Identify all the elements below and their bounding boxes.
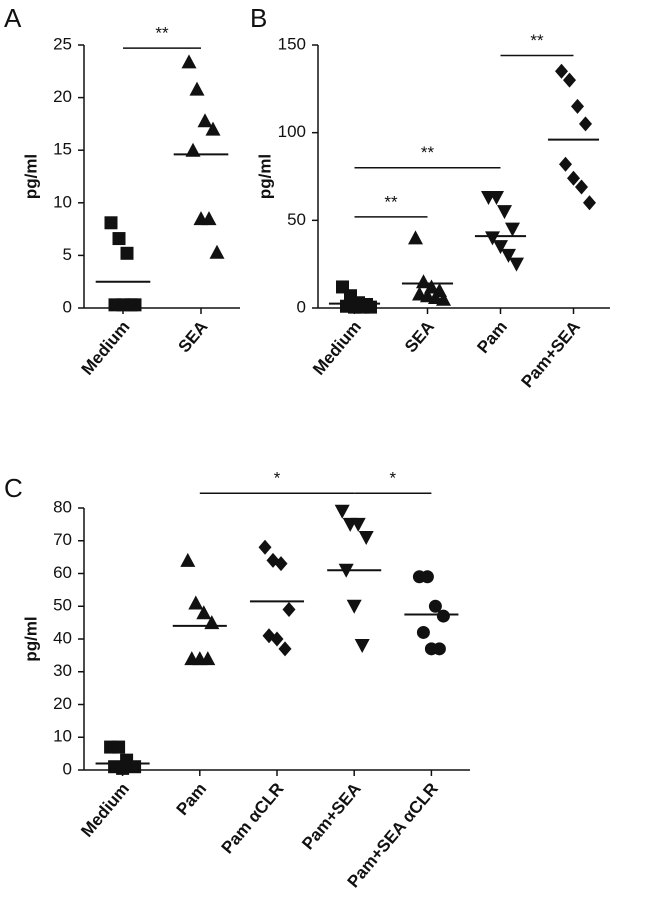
y-tick-label: 70	[53, 530, 72, 549]
data-point	[116, 761, 130, 775]
data-point	[258, 539, 272, 555]
data-point	[489, 191, 504, 206]
data-point	[334, 504, 350, 519]
y-tick-label: 15	[53, 140, 72, 159]
x-tick-label: Pam+SEA	[518, 317, 584, 391]
data-point	[571, 98, 584, 114]
panel-label: B	[250, 3, 267, 33]
data-point	[104, 216, 118, 230]
data-point	[270, 631, 284, 647]
y-axis-label: pg/ml	[255, 154, 274, 199]
significance-label: *	[274, 469, 281, 488]
data-point	[436, 609, 450, 623]
data-point	[181, 54, 197, 69]
data-point	[197, 113, 213, 128]
data-point	[189, 81, 205, 96]
panel-label: C	[4, 473, 23, 503]
data-point	[364, 300, 377, 314]
data-point	[358, 530, 374, 545]
y-tick-label: 10	[53, 727, 72, 746]
x-tick-label: Medium	[78, 317, 134, 378]
y-axis-label: pg/ml	[21, 154, 40, 199]
data-point	[350, 517, 366, 532]
data-point	[201, 211, 217, 226]
y-tick-label: 50	[287, 210, 306, 229]
y-tick-label: 80	[53, 497, 72, 516]
y-tick-label: 60	[53, 563, 72, 582]
data-point	[354, 639, 370, 654]
data-point	[416, 274, 431, 289]
data-point	[428, 599, 442, 613]
data-point	[282, 602, 296, 618]
data-point	[497, 205, 512, 220]
data-point	[493, 240, 508, 255]
data-point	[209, 244, 225, 259]
y-tick-label: 0	[297, 297, 306, 316]
data-point	[205, 121, 221, 136]
data-point	[274, 556, 288, 572]
data-point	[128, 760, 142, 774]
y-tick-label: 10	[53, 192, 72, 211]
y-tick-label: 5	[63, 245, 72, 264]
data-point	[579, 116, 592, 132]
data-point	[583, 195, 596, 211]
y-tick-label: 0	[63, 297, 72, 316]
data-point	[120, 246, 134, 260]
significance-label: **	[384, 192, 398, 211]
data-point	[278, 641, 292, 657]
data-point	[505, 222, 520, 237]
y-tick-label: 0	[63, 759, 72, 778]
data-point	[555, 63, 568, 79]
significance-label: **	[155, 24, 169, 43]
data-point	[188, 595, 204, 610]
x-tick-label: SEA	[401, 317, 438, 356]
data-point	[436, 291, 451, 306]
y-tick-label: 20	[53, 87, 72, 106]
data-point	[124, 298, 138, 312]
data-point	[200, 651, 216, 666]
y-axis-label: pg/ml	[21, 616, 40, 661]
data-point	[563, 72, 576, 88]
x-tick-label: Pam	[173, 779, 211, 819]
x-tick-label: SEA	[174, 317, 211, 356]
data-point	[420, 570, 434, 584]
significance-label: **	[421, 143, 435, 162]
y-tick-label: 150	[278, 34, 306, 53]
y-tick-label: 25	[53, 34, 72, 53]
x-tick-label: Pam	[473, 317, 511, 357]
data-point	[559, 156, 572, 172]
data-point	[575, 179, 588, 195]
data-point	[185, 142, 201, 157]
x-tick-label: Pam+SEA	[298, 779, 364, 853]
y-tick-label: 100	[278, 122, 306, 141]
data-point	[112, 740, 126, 754]
data-point	[346, 599, 362, 614]
data-point	[180, 552, 196, 567]
data-point	[567, 170, 580, 186]
data-point	[196, 605, 212, 620]
data-point	[485, 231, 500, 246]
x-tick-label: Medium	[77, 779, 133, 840]
data-point	[416, 625, 430, 639]
significance-label: **	[530, 31, 544, 50]
y-tick-label: 40	[53, 628, 72, 647]
panel-label: A	[4, 3, 22, 33]
data-point	[509, 257, 524, 272]
y-tick-label: 20	[53, 694, 72, 713]
data-point	[432, 642, 446, 656]
y-tick-label: 50	[53, 596, 72, 615]
data-point	[408, 230, 423, 245]
data-point	[501, 248, 516, 263]
significance-label: *	[389, 469, 396, 488]
x-tick-label: Medium	[309, 317, 365, 378]
data-point	[112, 232, 126, 246]
y-tick-label: 30	[53, 661, 72, 680]
x-tick-label: Pam αCLR	[218, 779, 288, 857]
